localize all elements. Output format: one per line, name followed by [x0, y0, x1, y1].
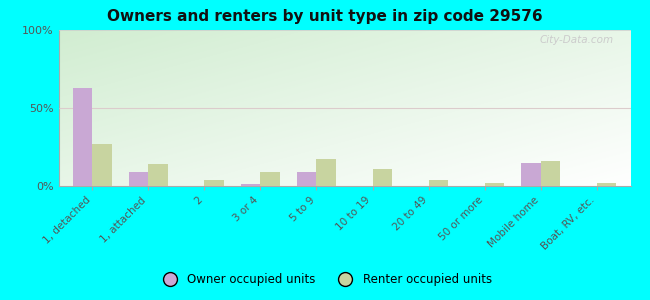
Bar [73, 88, 92, 186]
Bar [240, 184, 261, 186]
Bar [428, 180, 448, 186]
Bar [148, 164, 168, 186]
Bar [485, 183, 504, 186]
Bar [317, 160, 336, 186]
Bar [261, 172, 280, 186]
Text: City-Data.com: City-Data.com [540, 35, 614, 45]
Bar [92, 144, 112, 186]
Bar [204, 180, 224, 186]
Bar [297, 172, 317, 186]
Bar [541, 161, 560, 186]
Bar [372, 169, 392, 186]
Bar [597, 183, 616, 186]
Text: Owners and renters by unit type in zip code 29576: Owners and renters by unit type in zip c… [107, 9, 543, 24]
Bar [521, 163, 541, 186]
Legend: Owner occupied units, Renter occupied units: Owner occupied units, Renter occupied un… [153, 269, 497, 291]
Bar [129, 172, 148, 186]
